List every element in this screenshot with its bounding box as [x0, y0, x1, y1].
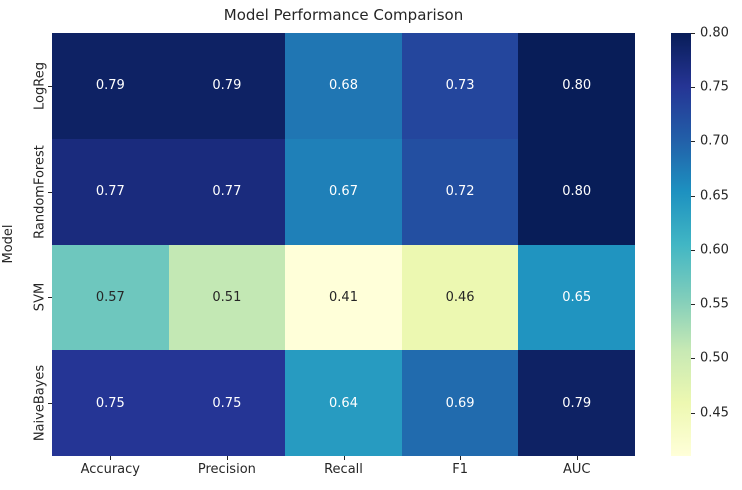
colorbar-tick-mark: [691, 141, 695, 143]
heatmap-cell: 0.79: [168, 33, 286, 139]
heatmap-cell: 0.79: [518, 350, 635, 456]
colorbar-tick-mark: [691, 358, 695, 360]
colorbar-tick-label: 0.70: [700, 133, 729, 149]
colorbar-tick-mark: [691, 412, 695, 414]
colorbar-tick-mark: [691, 33, 695, 34]
y-tick-mark: [48, 191, 52, 193]
heatmap-cell: 0.80: [518, 33, 635, 139]
cell-value: 0.79: [212, 78, 242, 94]
y-tick-mark: [48, 403, 52, 405]
x-tick-label: AUC: [562, 462, 591, 477]
cell-value: 0.72: [445, 184, 475, 200]
heatmap-grid: 0.79 0.79 0.68 0.73 0.80 0.77 0.77 0.67 0.72 0.80…: [52, 33, 635, 456]
colorbar-tick-label: 0.55: [700, 296, 729, 312]
cell-value: 0.75: [95, 395, 125, 411]
heatmap-cell: 0.79: [52, 33, 169, 139]
cell-value: 0.73: [445, 78, 475, 94]
cell-value: 0.41: [329, 289, 358, 305]
cell-value: 0.79: [562, 395, 592, 411]
y-tick-label: RandomForest: [32, 144, 48, 239]
colorbar: [671, 33, 691, 456]
heatmap-cell: 0.51: [168, 244, 286, 351]
cell-value: 0.69: [445, 395, 475, 411]
cell-value: 0.77: [95, 184, 125, 200]
heatmap-cell: 0.72: [401, 138, 519, 245]
cell-value: 0.77: [212, 184, 242, 200]
heatmap-cell: 0.77: [168, 138, 286, 245]
x-tick-label: Accuracy: [80, 462, 140, 477]
colorbar-tick-mark: [691, 304, 695, 306]
heatmap-cell: 0.75: [168, 350, 286, 456]
heatmap-cell: 0.75: [52, 350, 169, 456]
x-tick-mark: [226, 456, 228, 460]
heatmap-cell: 0.67: [285, 138, 402, 245]
cell-value: 0.80: [562, 184, 592, 200]
heatmap-cell: 0.65: [518, 244, 635, 351]
heatmap-cell: 0.80: [518, 138, 635, 245]
cell-value: 0.80: [562, 78, 592, 94]
colorbar-tick-mark: [691, 87, 695, 89]
y-tick-label: NaiveBayes: [32, 364, 48, 442]
cell-value: 0.65: [562, 289, 592, 305]
heatmap-cell: 0.73: [401, 33, 519, 139]
colorbar-tick-label: 0.60: [700, 242, 729, 258]
heatmap-cell: 0.41: [285, 244, 402, 351]
cell-value: 0.51: [212, 289, 242, 305]
colorbar-tick-label: 0.75: [700, 79, 729, 95]
x-tick-mark: [110, 456, 112, 460]
heatmap-cell: 0.46: [401, 244, 519, 351]
colorbar-tick-label: 0.50: [700, 350, 729, 366]
colorbar-tick-mark: [691, 195, 695, 197]
y-tick-label: LogReg: [32, 61, 48, 110]
colorbar-tick-label: 0.80: [700, 25, 729, 41]
heatmap-cell: 0.64: [285, 350, 402, 456]
cell-value: 0.75: [212, 395, 242, 411]
cell-value: 0.79: [95, 78, 125, 94]
heatmap-cell: 0.77: [52, 138, 169, 245]
cell-value: 0.57: [95, 289, 125, 305]
x-tick-mark: [576, 456, 578, 460]
y-tick-mark: [48, 85, 52, 87]
heatmap-cell: 0.68: [285, 33, 402, 139]
heatmap-cell: 0.69: [401, 350, 519, 456]
colorbar-tick-label: 0.65: [700, 188, 729, 204]
y-tick-label: SVM: [32, 283, 48, 312]
x-tick-label: Recall: [324, 462, 363, 477]
x-tick-mark: [460, 456, 462, 460]
heatmap-cell: 0.57: [52, 244, 169, 351]
cell-value: 0.46: [445, 289, 475, 305]
colorbar-tick-label: 0.45: [700, 405, 729, 421]
x-tick-label: Precision: [197, 462, 256, 477]
cell-value: 0.68: [329, 78, 358, 94]
chart-title: Model Performance Comparison: [223, 6, 464, 24]
y-tick-mark: [48, 297, 52, 299]
x-tick-mark: [343, 456, 345, 460]
cell-value: 0.67: [329, 184, 358, 200]
x-tick-label: F1: [452, 462, 468, 477]
cell-value: 0.64: [329, 395, 358, 411]
colorbar-tick-mark: [691, 249, 695, 251]
